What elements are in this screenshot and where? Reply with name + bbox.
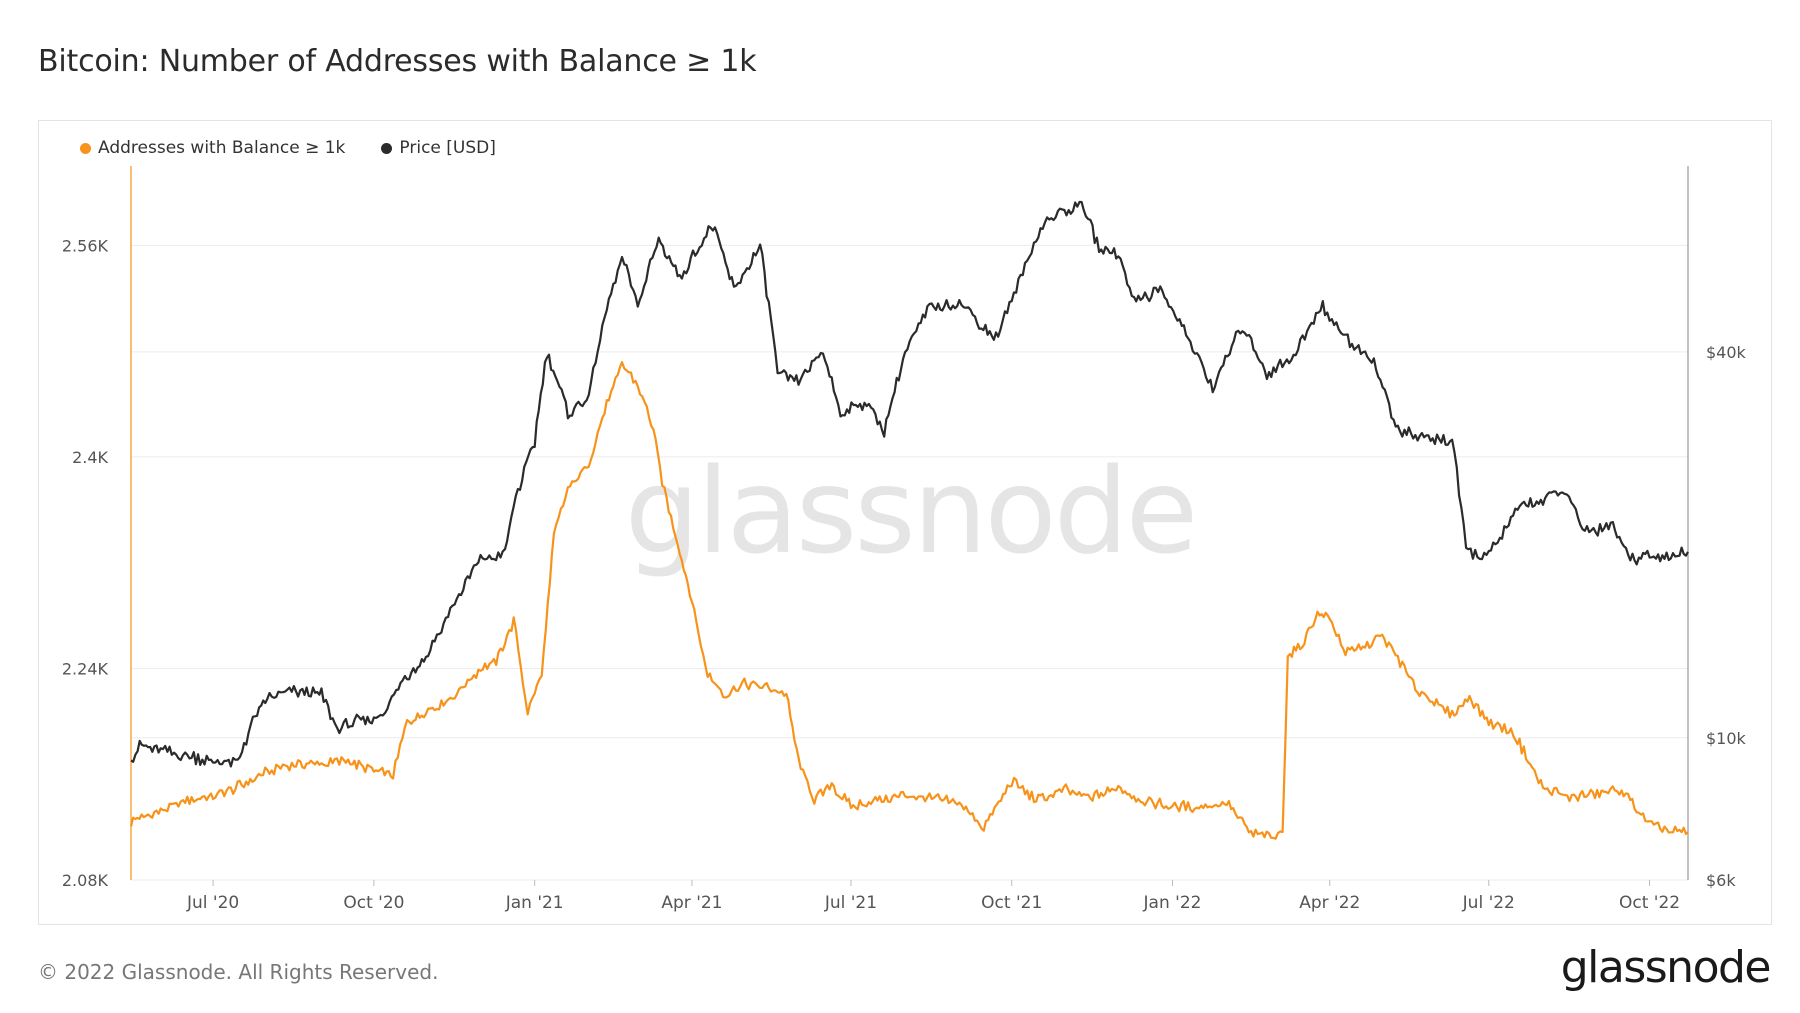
legend-item-price[interactable]: Price [USD] bbox=[381, 138, 496, 158]
x-tick-label: Apr '21 bbox=[661, 893, 722, 913]
page-title: Bitcoin: Number of Addresses with Balanc… bbox=[38, 44, 757, 79]
y-axis-right: $6k $10k $40k bbox=[1687, 166, 1747, 890]
y-right-tick-label: $10k bbox=[1706, 729, 1747, 748]
series-group bbox=[129, 200, 1689, 840]
chart-legend: Addresses with Balance ≥ 1k Price [USD] bbox=[80, 138, 496, 158]
watermark-text: glassnode bbox=[625, 442, 1195, 580]
y-right-tick-label: $6k bbox=[1706, 871, 1736, 890]
x-tick-label: Apr '22 bbox=[1299, 893, 1360, 913]
legend-item-addresses[interactable]: Addresses with Balance ≥ 1k bbox=[80, 138, 345, 158]
x-tick-label: Jan '22 bbox=[1143, 893, 1202, 913]
legend-dot-addresses bbox=[80, 142, 91, 154]
legend-label-addresses: Addresses with Balance ≥ 1k bbox=[98, 138, 346, 158]
y-left-tick-label: 2.4K bbox=[72, 448, 108, 467]
addresses-series-line bbox=[129, 361, 1689, 840]
legend-label-price: Price [USD] bbox=[399, 138, 496, 158]
legend-dot-price bbox=[381, 142, 393, 154]
x-tick-label: Oct '21 bbox=[981, 893, 1042, 913]
footer-logo[interactable]: glassnode bbox=[1560, 942, 1772, 993]
grid-lines bbox=[131, 244, 1688, 881]
footer-copyright: © 2022 Glassnode. All Rights Reserved. bbox=[38, 960, 439, 984]
y-right-tick-label: $40k bbox=[1706, 343, 1747, 362]
x-tick-label: Oct '22 bbox=[1619, 893, 1680, 913]
x-tick-label: Jan '21 bbox=[505, 893, 564, 913]
x-tick-label: Oct '20 bbox=[343, 893, 404, 913]
y-axis-left: 2.08K 2.24K 2.4K 2.56K bbox=[62, 166, 132, 890]
x-tick-label: Jul '22 bbox=[1462, 893, 1515, 913]
y-left-tick-label: 2.08K bbox=[62, 871, 109, 890]
y-left-tick-label: 2.56K bbox=[62, 236, 109, 255]
y-left-tick-label: 2.24K bbox=[62, 659, 109, 678]
x-tick-label: Jul '20 bbox=[186, 893, 239, 913]
x-axis: Jul '20 Oct '20 Jan '21 Apr '21 Jul '21 Oct '… bbox=[186, 880, 1680, 913]
x-tick-label: Jul '21 bbox=[824, 893, 877, 913]
price-series-line bbox=[130, 200, 1689, 768]
chart-frame bbox=[38, 120, 1772, 925]
